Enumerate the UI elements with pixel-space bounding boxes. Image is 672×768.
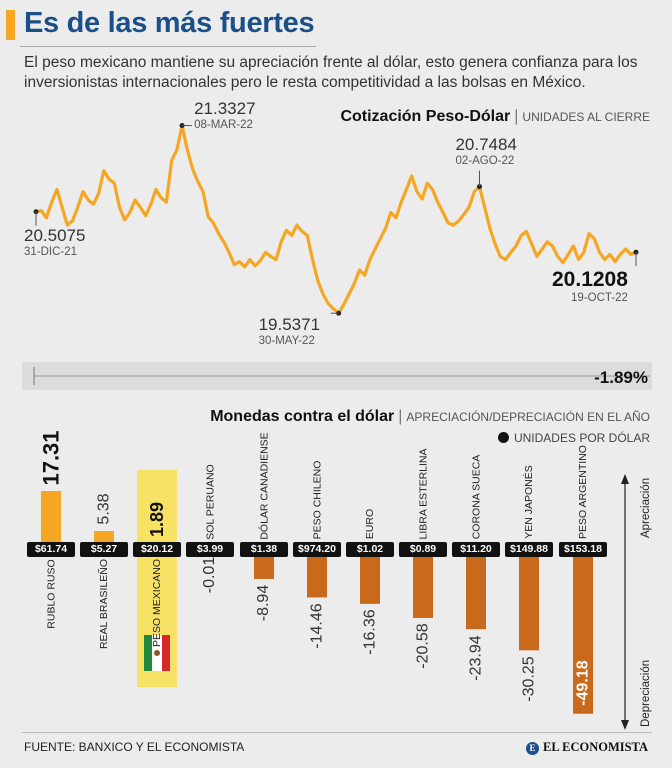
bar-value-label: 5.38 xyxy=(95,493,113,526)
bar-value-label: -16.36 xyxy=(361,609,379,655)
brand-logo: E EL ECONOMISTA xyxy=(526,740,648,755)
legend-dot-icon xyxy=(497,432,509,443)
units-per-dollar-pill: $11.20 xyxy=(452,542,500,557)
currency-name: DÓLAR CANADIENSE xyxy=(258,431,271,540)
bar-10 xyxy=(573,549,593,714)
line-chart-title-text: Cotización Peso-Dólar xyxy=(340,108,511,125)
page-subtitle: El peso mexicano mantiene su apreciación… xyxy=(24,54,638,91)
units-per-dollar-pill: $153.18 xyxy=(559,542,607,557)
bar-value-label: -14.46 xyxy=(308,603,326,649)
line-chart xyxy=(33,122,639,316)
line-chart-unit: UNIDADES AL CIERRE xyxy=(522,110,650,124)
axis-up-label: Apreciación xyxy=(640,477,652,538)
page-title: Es de las más fuertes xyxy=(24,7,315,39)
bar-5 xyxy=(307,549,327,598)
brand-mark-icon: E xyxy=(526,742,539,755)
annotation-label: 19.5371 30-MAY-22 xyxy=(259,315,320,347)
annotation-markers xyxy=(33,122,639,316)
annotation-date: 02-AGO-22 xyxy=(455,154,515,167)
units-per-dollar-pill: $5.27 xyxy=(80,542,128,557)
annotation-label: 20.5075 31-DIC-21 xyxy=(24,226,85,258)
bar-legend: UNIDADES POR DÓLAR xyxy=(497,431,650,445)
currency-name: SOL PERUANO xyxy=(204,463,217,540)
annotation-date: 19-OCT-22 xyxy=(571,292,628,305)
annotation-date: 31-DIC-21 xyxy=(24,245,78,258)
bar-value-label: -20.58 xyxy=(414,623,432,670)
currency-name: PESO MEXICANO xyxy=(151,558,164,648)
mexico-flag-icon xyxy=(144,635,170,671)
price-line xyxy=(34,123,638,315)
bar-6 xyxy=(360,549,380,604)
bar-9 xyxy=(519,549,539,651)
title-rule xyxy=(20,46,316,47)
annotation-label: 20.1208 19-OCT-22 xyxy=(552,268,628,304)
units-per-dollar-pill: $20.12 xyxy=(133,542,181,557)
units-per-dollar-pill: $1.02 xyxy=(346,542,394,557)
currency-name: PESO ARGENTINO xyxy=(576,445,589,539)
annotation-value: 19.5371 xyxy=(258,315,321,335)
currency-name: RUBLO RUSO xyxy=(45,558,58,629)
currency-name: REAL BRASILEÑO xyxy=(98,558,111,650)
annotation-date: 08-MAR-22 xyxy=(194,119,253,132)
units-per-dollar-pill: $1.38 xyxy=(240,542,288,557)
bar-value-label: 17.31 xyxy=(38,429,64,486)
bar-chart-title-text: Monedas contra el dólar xyxy=(210,408,395,425)
annotation-value: 20.7484 xyxy=(455,134,517,154)
annotation-label: 21.3327 08-MAR-22 xyxy=(194,99,255,131)
axis-down-label: Depreciación xyxy=(640,659,652,727)
brand-text: EL ECONOMISTA xyxy=(543,740,648,754)
bar-8 xyxy=(466,549,486,630)
title-accent-bar xyxy=(6,10,15,40)
bar-value-label: -0.01 xyxy=(201,556,219,593)
currency-name: LIBRA ESTERLINA xyxy=(417,447,430,540)
annotation-value: 20.1208 xyxy=(552,268,628,292)
currency-name: PESO CHILENO xyxy=(310,460,323,539)
currency-name: YEN JAPONÉS xyxy=(522,465,535,539)
bar-value-label: -49.18 xyxy=(574,660,592,706)
bar-value-label: -30.25 xyxy=(520,656,538,702)
units-per-dollar-pill: $3.99 xyxy=(186,542,234,557)
ytd-change-axis xyxy=(33,367,650,385)
bar-value-label: -8.94 xyxy=(255,584,273,622)
currency-name: EURO xyxy=(364,508,377,540)
currency-name: CORONA SUECA xyxy=(469,454,482,539)
ytd-change-value: -1.89% xyxy=(594,368,648,387)
bar-chart-title: Monedas contra el dólar | APRECIACIÓN/DEPR… xyxy=(210,408,650,425)
units-per-dollar-pill: $974.20 xyxy=(293,542,341,557)
units-per-dollar-pill: $0.89 xyxy=(399,542,447,557)
bar-0 xyxy=(41,491,61,549)
bar-value-label: 1.89 xyxy=(146,501,167,537)
legend-label: UNIDADES POR DÓLAR xyxy=(513,431,650,445)
source-note: FUENTE: BANXICO Y EL ECONOMISTA xyxy=(24,740,245,754)
units-per-dollar-pill: $61.74 xyxy=(27,542,75,557)
bar-value-label: -23.94 xyxy=(467,635,485,681)
bar-chart-unit: APRECIACIÓN/DEPRECIACIÓN EN EL AÑO xyxy=(406,410,650,424)
annotation-date: 30-MAY-22 xyxy=(258,335,315,348)
annotation-value: 21.3327 xyxy=(194,99,256,119)
bar-7 xyxy=(413,549,433,618)
line-chart-title: Cotización Peso-Dólar | UNIDADES AL CIERRE xyxy=(340,108,650,125)
annotation-value: 20.5075 xyxy=(24,225,86,245)
units-per-dollar-pill: $149.88 xyxy=(505,542,553,557)
footer-rule xyxy=(22,732,652,733)
annotation-label: 20.7484 02-AGO-22 xyxy=(455,135,516,167)
ytd-change-strip xyxy=(22,362,652,390)
appreciation-axis xyxy=(621,474,629,730)
